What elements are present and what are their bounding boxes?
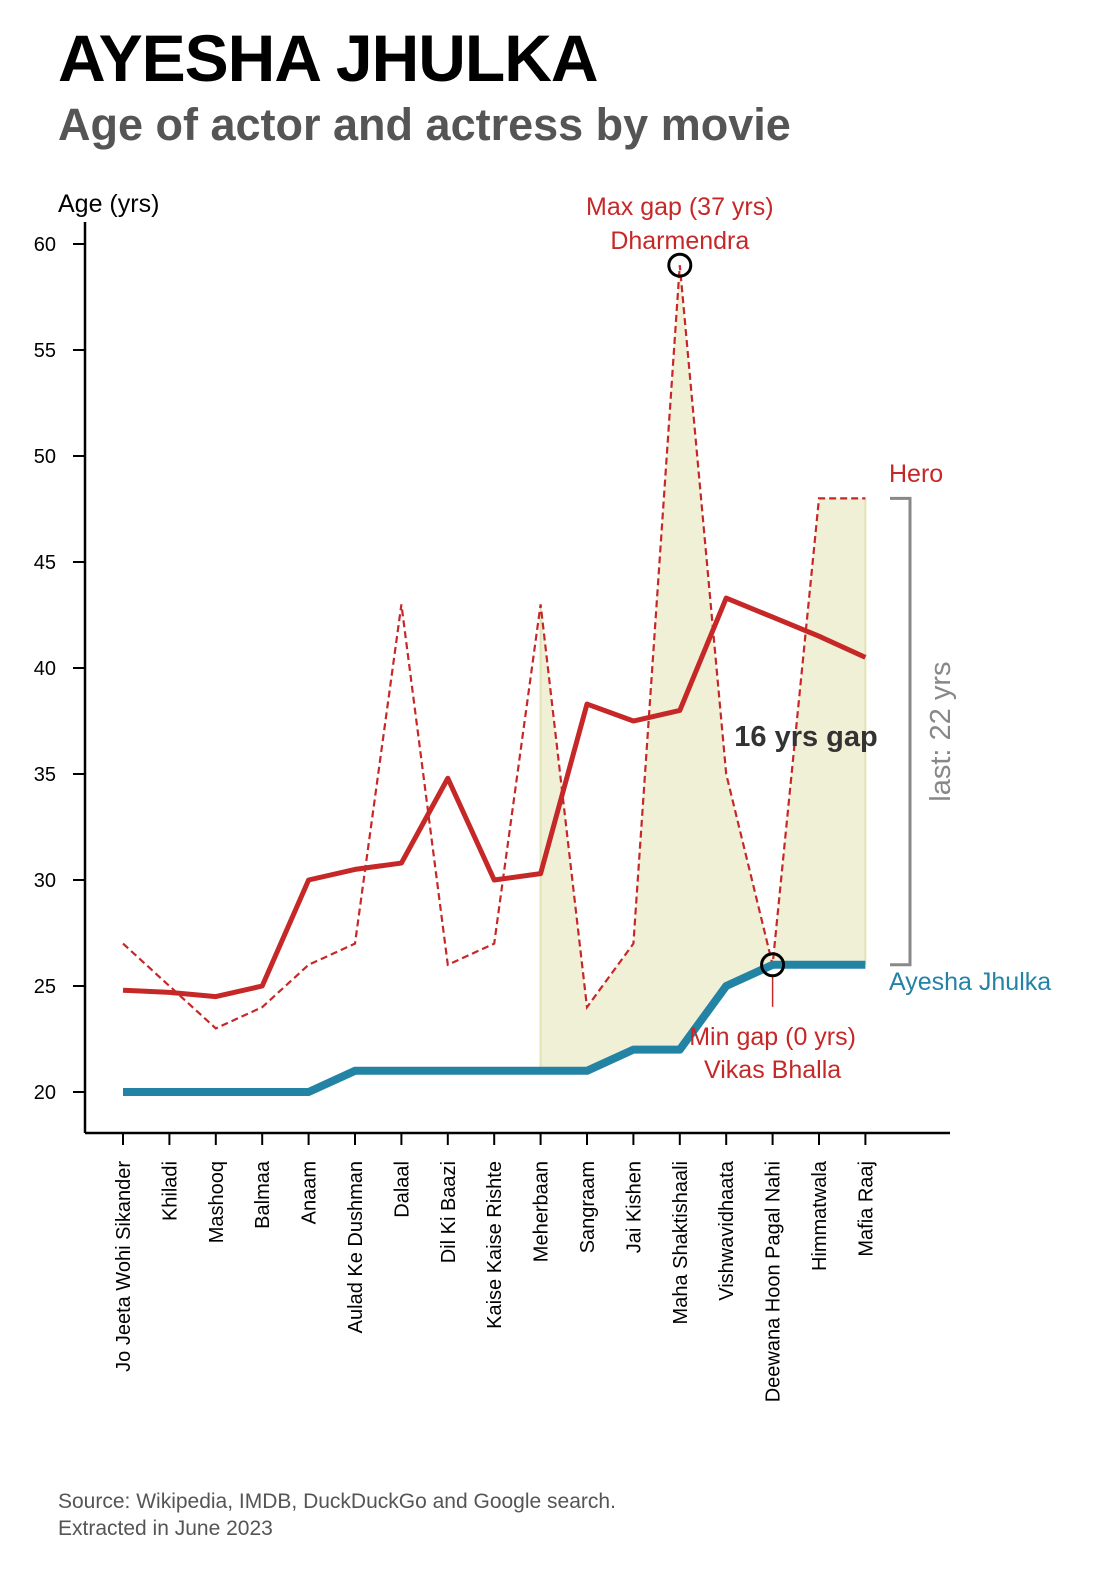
y-tick-label-30: 30	[34, 870, 56, 892]
x-tick-label-1: Khiladi	[159, 1161, 181, 1221]
x-tick-label-4: Anaam	[299, 1161, 321, 1224]
y-tick-label-35: 35	[34, 764, 56, 786]
last-gap-label: last: 22 yrs	[925, 661, 957, 801]
x-tick-label-13: Vishwavidhaata	[716, 1160, 738, 1301]
y-tick-label-55: 55	[34, 340, 56, 362]
min-gap-name: Vikas Bhalla	[704, 1056, 841, 1084]
axes: Age (yrs) 20 25 30 35 40 45 50 55 60 Jo Jeeta Wohi…	[34, 190, 950, 1402]
y-tick-label-45: 45	[34, 552, 56, 574]
x-tick-label-5: Aulad Ke Dushman	[345, 1161, 367, 1333]
x-tick-label-15: Himmatwala	[809, 1160, 831, 1271]
gap-shading	[539, 265, 867, 1071]
x-tick-label-9: Meherbaan	[531, 1161, 553, 1262]
gap-label: 16 yrs gap	[734, 721, 877, 753]
source-line-2: Extracted in June 2023	[58, 1517, 273, 1540]
source-note: Source: Wikipedia, IMDB, DuckDuckGo and …	[58, 1488, 616, 1542]
min-gap-label: Min gap (0 yrs)	[689, 1023, 856, 1051]
y-axis-label: Age (yrs)	[58, 190, 159, 218]
min-gap-marker	[760, 952, 786, 978]
max-gap-label: Max gap (37 yrs)	[586, 193, 774, 221]
x-tick-label-0: Jo Jeeta Wohi Sikander	[113, 1161, 135, 1372]
y-tick-label-40: 40	[34, 658, 56, 680]
last-gap-bracket	[890, 496, 912, 967]
x-tick-label-3: Balmaa	[252, 1160, 274, 1229]
x-tick-label-2: Mashooq	[206, 1161, 228, 1243]
x-tick-label-11: Jai Kishen	[623, 1161, 645, 1253]
x-tick-label-7: Dil Ki Baazi	[438, 1161, 460, 1263]
y-tick-label-50: 50	[34, 446, 56, 468]
actress-age-line	[123, 960, 866, 1096]
actress-series-label: Ayesha Jhulka	[889, 968, 1051, 996]
hero-age-dashed-line	[122, 265, 866, 1030]
x-tick-label-6: Dalaal	[391, 1161, 413, 1218]
y-tick-label-20: 20	[34, 1082, 56, 1104]
y-tick-label-60: 60	[34, 234, 56, 256]
source-line-1: Source: Wikipedia, IMDB, DuckDuckGo and …	[58, 1490, 616, 1513]
y-tick-label-25: 25	[34, 976, 56, 998]
chart-title: AYESHA JHULKA	[58, 21, 599, 95]
max-gap-name: Dharmendra	[610, 227, 749, 255]
series-lines	[122, 265, 867, 1096]
gap-area	[540, 265, 866, 1071]
hero-series-label: Hero	[889, 460, 943, 488]
age-line-chart: Age (yrs) 20 25 30 35 40 45 50 55 60 Jo Jeeta Wohi…	[34, 190, 1051, 1402]
x-tick-label-12: Maha Shaktishaali	[670, 1161, 692, 1324]
annotations: Max gap (37 yrs) Dharmendra Min gap (0 yrs…	[586, 193, 1051, 1084]
x-tick-label-16: Mafia Raaj	[855, 1161, 877, 1257]
max-gap-marker	[667, 252, 693, 278]
hero-age-trend-line	[122, 595, 867, 1000]
x-tick-label-14: Deewana Hoon Pagal Nahi	[763, 1161, 785, 1402]
chart-subtitle: Age of actor and actress by movie	[58, 99, 791, 150]
x-tick-label-8: Kaise Kaise Rishte	[484, 1161, 506, 1329]
x-tick-label-10: Sangraam	[577, 1161, 599, 1253]
